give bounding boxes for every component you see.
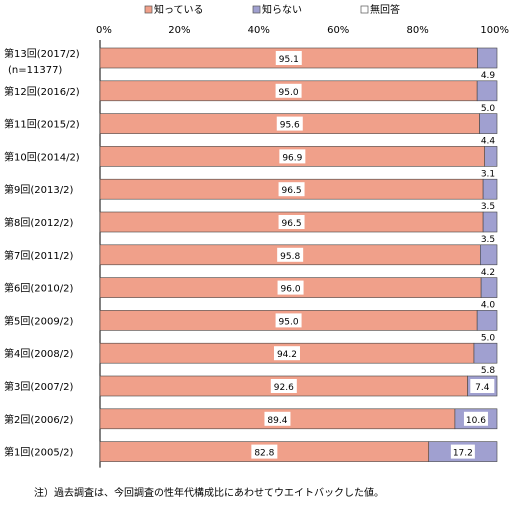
legend-label: 知っている: [154, 3, 204, 16]
data-label-box: [264, 411, 291, 426]
data-label-box: [278, 215, 305, 229]
data-label-box: [277, 280, 304, 295]
bar-segment: [484, 146, 498, 167]
x-tick-label: 40%: [248, 25, 270, 36]
data-label-box: [276, 116, 303, 131]
data-label: 92.6: [274, 383, 294, 393]
legend-label: 無回答: [370, 3, 400, 16]
category-label: 第2回(2006/2): [4, 413, 73, 426]
data-label: 95.0: [279, 317, 299, 327]
data-label-box: [275, 83, 302, 98]
data-label-box: [450, 444, 475, 459]
data-label: 4.0: [481, 301, 496, 311]
bar-segment: [479, 113, 498, 134]
legend: 知っている 知らない 無回答: [144, 3, 400, 16]
data-label: 82.8: [254, 449, 274, 459]
data-label: 4.9: [481, 71, 496, 81]
data-label: 7.4: [475, 383, 490, 393]
bar-segment: [476, 80, 498, 102]
bar-segment: [482, 178, 498, 200]
bar-segment: [482, 211, 498, 233]
data-label: 10.6: [466, 416, 486, 426]
category-label: 第6回(2010/2): [4, 282, 73, 295]
data-label: 96.0: [281, 285, 301, 295]
data-label-box: [275, 51, 302, 65]
data-label: 3.5: [481, 202, 495, 212]
bars: 95.1 4.9 95.0 5.0 95.6 4.4 96.9 3.1 96.5 3.5 96.5 3…: [99, 47, 498, 462]
footnote: 注）過去調査は、今回調査の性年代構成比にあわせてウエイトバックした値。: [34, 488, 384, 499]
data-label: 5.8: [481, 366, 496, 376]
data-label: 95.0: [279, 88, 299, 98]
category-label: 第3回(2007/2): [4, 380, 73, 393]
data-label: 96.5: [282, 219, 302, 229]
category-labels: 第13回(2017/2) (n=11377) 第12回(2016/2) 第11回(20…: [4, 47, 80, 459]
bar-segment: [477, 47, 498, 69]
legend-swatch: [144, 5, 153, 14]
data-label: 3.1: [481, 169, 495, 179]
x-tick-label: 80%: [406, 25, 428, 36]
legend-swatch: [252, 5, 261, 14]
category-label: 第10回(2014/2): [4, 150, 80, 163]
data-label-box: [273, 346, 300, 361]
data-label: 96.5: [282, 186, 302, 196]
data-label-box: [277, 247, 304, 262]
data-label: 5.0: [481, 104, 496, 114]
category-label: 第9回(2013/2): [4, 183, 73, 196]
category-label: 第7回(2011/2): [4, 249, 73, 262]
bar-segment: [480, 277, 498, 298]
data-label-box: [463, 411, 488, 426]
category-label: (n=11377): [8, 65, 62, 76]
data-label-box: [251, 444, 278, 459]
data-label: 95.1: [279, 55, 299, 65]
category-label: 第4回(2008/2): [4, 347, 73, 360]
legend-label: 知らない: [262, 3, 302, 16]
data-label: 95.6: [280, 121, 300, 131]
category-label: 第13回(2017/2): [4, 47, 80, 60]
data-label-box: [270, 379, 297, 393]
data-label: 5.0: [481, 333, 496, 343]
data-label-box: [470, 379, 495, 393]
data-label: 96.9: [282, 153, 302, 163]
bar-segment: [473, 342, 498, 364]
data-label: 95.8: [280, 252, 300, 262]
category-label: 第12回(2016/2): [4, 85, 80, 98]
data-label-box: [278, 182, 305, 197]
x-tick-label: 100%: [480, 25, 509, 36]
data-label: 3.5: [481, 235, 495, 245]
data-label-box: [275, 313, 302, 328]
data-label-box: [279, 149, 306, 164]
bar-segment: [480, 244, 498, 266]
x-tick-label: 0%: [96, 25, 112, 36]
data-label: 89.4: [267, 416, 287, 426]
category-label: 第8回(2012/2): [4, 216, 73, 229]
bar-segment: [476, 310, 498, 331]
data-label: 94.2: [277, 350, 297, 360]
data-label: 17.2: [453, 449, 473, 459]
category-label: 第5回(2009/2): [4, 314, 73, 327]
category-label: 第1回(2005/2): [4, 446, 73, 459]
data-label: 4.4: [481, 137, 496, 147]
category-label: 第11回(2015/2): [4, 118, 80, 131]
x-tick-label: 20%: [168, 25, 190, 36]
legend-swatch: [360, 5, 369, 14]
x-tick-label: 60%: [327, 25, 349, 36]
data-label: 4.2: [481, 268, 495, 278]
